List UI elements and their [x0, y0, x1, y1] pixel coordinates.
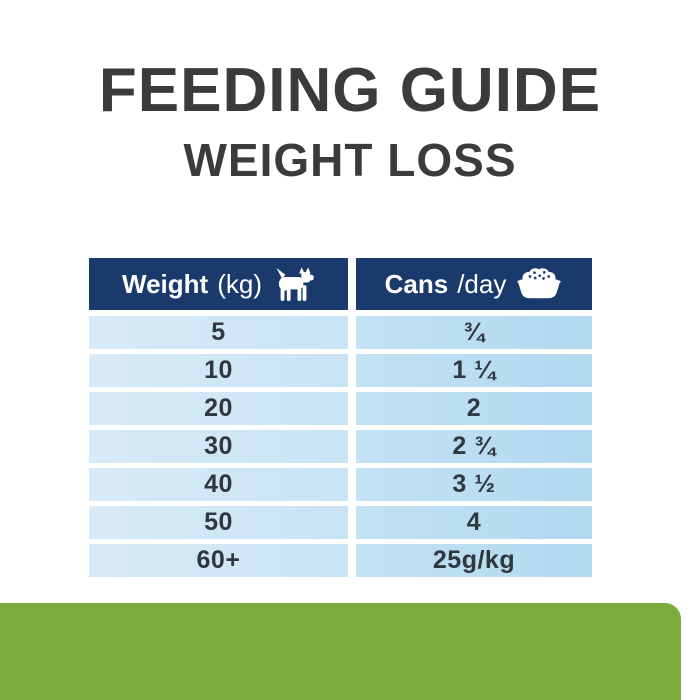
weight-value: 5: [89, 316, 348, 349]
table-row: 30 2 ¾: [89, 430, 592, 463]
cans-value: 25g/kg: [356, 544, 592, 577]
cans-value: 2: [356, 392, 592, 425]
brand-green-footer-bar: [0, 603, 681, 700]
weight-value: 30: [89, 430, 348, 463]
table-row: 50 4: [89, 506, 592, 539]
cans-header-unit: /day: [457, 268, 507, 299]
weight-column-header: Weight (kg): [89, 258, 348, 310]
cans-value: ¾: [356, 316, 592, 349]
weight-value: 40: [89, 468, 348, 501]
table-header-row: Weight (kg): [89, 258, 592, 310]
dog-icon: [271, 266, 315, 303]
cans-value: 2 ¾: [356, 430, 592, 463]
cans-value: 4: [356, 506, 592, 539]
weight-header-unit: (kg): [217, 268, 262, 299]
page-subtitle: WEIGHT LOSS: [183, 134, 517, 186]
weight-header-label: Weight: [122, 268, 209, 299]
cans-value: 3 ½: [356, 468, 592, 501]
cans-header-label: Cans: [384, 268, 449, 299]
feeding-table: Weight (kg): [89, 258, 592, 577]
cans-column-header: Cans/day: [356, 258, 592, 310]
page-title: FEEDING GUIDE: [98, 56, 602, 125]
food-bowl-icon: [515, 267, 563, 301]
table-row: 60+ 25g/kg: [89, 544, 592, 577]
table-row: 40 3 ½: [89, 468, 592, 501]
table-row: 20 2: [89, 392, 592, 425]
weight-value: 50: [89, 506, 348, 539]
table-row: 10 1 ¼: [89, 354, 592, 387]
table-body: 5 ¾ 10 1 ¼ 20 2 30 2 ¾ 40 3 ½ 50 4: [89, 316, 592, 577]
table-row: 5 ¾: [89, 316, 592, 349]
weight-value: 10: [89, 354, 348, 387]
cans-value: 1 ¼: [356, 354, 592, 387]
weight-value: 20: [89, 392, 348, 425]
weight-value: 60+: [89, 544, 348, 577]
